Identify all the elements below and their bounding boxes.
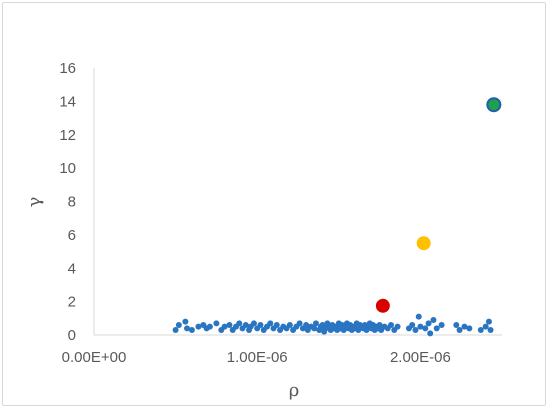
y-tick-label: 10 xyxy=(59,160,76,177)
data-point xyxy=(195,323,202,330)
x-tick-label: 1.00E-06 xyxy=(227,349,288,366)
data-point xyxy=(236,320,243,327)
data-point xyxy=(415,313,422,320)
data-point xyxy=(172,326,179,333)
data-point xyxy=(427,330,434,337)
data-point xyxy=(206,323,213,330)
data-point xyxy=(482,323,489,330)
y-tick-label: 0 xyxy=(68,327,76,344)
data-point xyxy=(409,321,416,328)
y-axis-title: γ xyxy=(24,197,45,208)
data-point xyxy=(412,326,419,333)
data-point xyxy=(257,321,264,328)
data-point xyxy=(422,325,429,332)
y-tick-label: 2 xyxy=(68,294,76,311)
data-point-green xyxy=(486,97,502,113)
data-point xyxy=(453,321,460,328)
data-point xyxy=(182,318,189,325)
x-axis: 0.00E+00 1.00E-06 2.00E-06 xyxy=(62,334,502,366)
data-point-yellow xyxy=(416,236,431,251)
chart-area xyxy=(2,2,546,406)
data-point xyxy=(184,325,191,332)
data-point xyxy=(303,321,310,328)
data-point xyxy=(376,321,383,328)
data-point xyxy=(286,321,293,328)
y-tick-label: 12 xyxy=(59,127,76,144)
data-points xyxy=(172,97,502,337)
y-axis: 0 2 4 6 8 10 12 14 16 xyxy=(59,60,95,344)
data-point xyxy=(487,326,494,333)
data-point xyxy=(461,323,468,330)
y-tick-label: 14 xyxy=(59,93,76,110)
data-point xyxy=(226,321,233,328)
y-tick-label: 8 xyxy=(68,194,76,211)
data-point xyxy=(433,325,440,332)
data-point xyxy=(485,318,492,325)
data-point xyxy=(175,321,182,328)
x-tick-label: 2.00E-06 xyxy=(390,349,451,366)
data-point xyxy=(466,325,473,332)
data-point xyxy=(250,320,257,327)
data-point xyxy=(221,323,228,330)
data-point xyxy=(311,325,318,332)
data-point xyxy=(430,316,437,323)
data-point xyxy=(242,321,249,328)
data-point xyxy=(296,320,303,327)
data-point xyxy=(388,321,395,328)
data-point xyxy=(417,323,424,330)
data-point xyxy=(273,321,280,328)
data-point xyxy=(438,321,445,328)
x-tick-label: 0.00E+00 xyxy=(62,349,127,366)
data-point xyxy=(188,326,195,333)
data-point xyxy=(456,326,463,333)
y-tick-label: 6 xyxy=(68,227,76,244)
data-point xyxy=(425,320,432,327)
data-point xyxy=(213,320,220,327)
data-point xyxy=(267,320,274,327)
data-point xyxy=(394,323,401,330)
data-point xyxy=(312,320,319,327)
y-tick-label: 16 xyxy=(59,60,76,77)
data-point-red xyxy=(375,298,390,313)
data-point xyxy=(477,326,484,333)
x-axis-title: ρ xyxy=(289,380,300,401)
y-tick-label: 4 xyxy=(68,260,76,277)
